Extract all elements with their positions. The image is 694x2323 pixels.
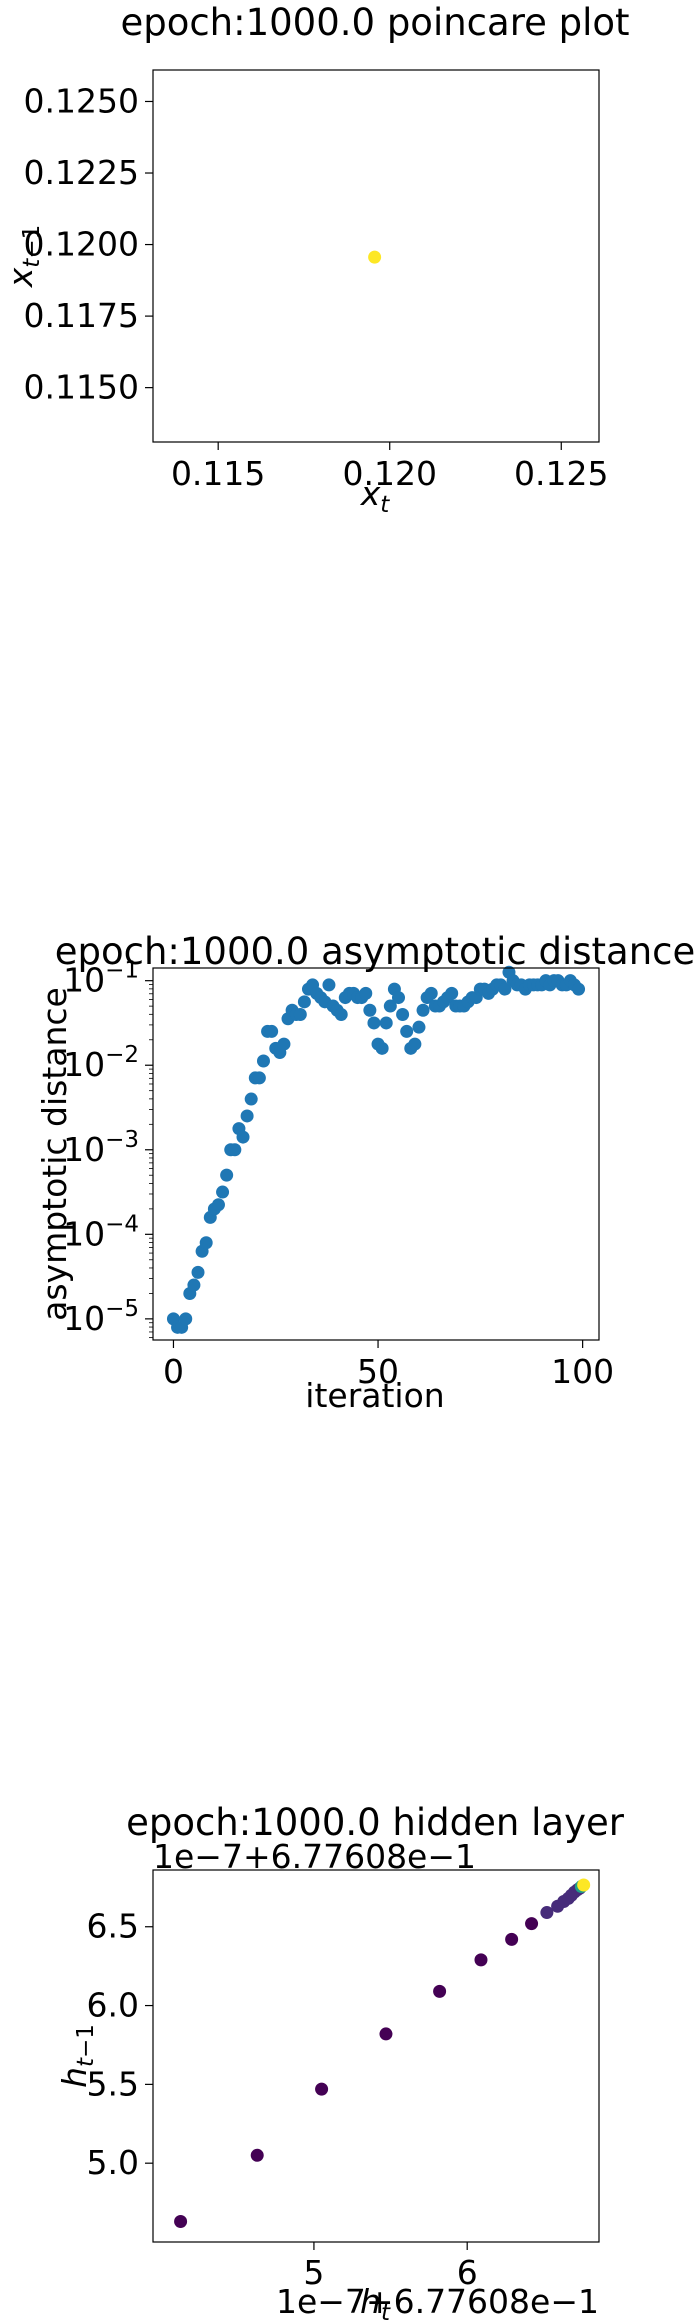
data-point (383, 999, 397, 1013)
asymptotic-distance-chart: epoch:1000.0 asymptotic distance 0 50 100 … (35, 930, 694, 1415)
data-point (315, 2082, 329, 2096)
y-tick-label: 0.1175 (24, 296, 139, 335)
x-tick-label: 5 (303, 2253, 324, 2292)
y-tick-label: 0.1225 (24, 153, 139, 192)
y-tick-label: 6.5 (87, 1907, 139, 1946)
x-axis-label: xt (360, 474, 391, 518)
data-point (359, 986, 373, 1000)
x-offset-label: 1e−7+6.77608e−1 (276, 2282, 599, 2321)
data-point (367, 1016, 381, 1030)
data-point (297, 995, 311, 1009)
data-point (540, 1906, 554, 1920)
data-point (252, 1071, 266, 1085)
data-point (433, 1984, 447, 1998)
x-tick-label: 0.125 (514, 454, 608, 493)
data-point (525, 1917, 539, 1931)
data-point (191, 1265, 205, 1279)
data-point (375, 1041, 389, 1055)
y-axis-label: xt−1 (1, 225, 45, 288)
x-tick-label: 0 (163, 1352, 184, 1391)
data-point (379, 2027, 393, 2041)
data-point (250, 2148, 264, 2162)
x-tick-label: 0.120 (342, 454, 436, 493)
data-point (236, 1130, 250, 1144)
data-point (577, 1878, 591, 1892)
chart-title: epoch:1000.0 poincare plot (120, 1, 629, 44)
chart-title: epoch:1000.0 hidden layer (126, 1801, 625, 1844)
y-tick-label: 6.0 (87, 1986, 139, 2025)
data-point (293, 1008, 307, 1021)
y-tick-label: 10−1 (63, 958, 139, 1000)
x-tick-label: 0.115 (171, 454, 265, 493)
data-point (505, 1932, 519, 1946)
data-point (412, 1020, 426, 1034)
data-point (363, 1003, 377, 1017)
data-point (228, 1143, 242, 1157)
data-point (322, 978, 336, 992)
x-axis-label: iteration (305, 1376, 444, 1415)
data-point (244, 1092, 258, 1106)
data-point (368, 250, 382, 264)
data-point (396, 1008, 410, 1021)
plot-frame (152, 69, 600, 443)
data-point (174, 2215, 188, 2229)
y-tick-label: 0.1150 (24, 368, 139, 407)
plot-frame (152, 1869, 600, 2243)
poincare-chart: epoch:1000.0 poincare plot 0.115 0.120 0.1… (1, 1, 630, 518)
data-point (408, 1037, 422, 1051)
data-point (256, 1054, 270, 1068)
data-point (277, 1037, 291, 1051)
data-point (334, 1008, 348, 1021)
data-point (445, 986, 459, 1000)
data-point (379, 1016, 393, 1030)
x-tick-label: 100 (551, 1352, 614, 1391)
y-tick-label: 10−2 (63, 1042, 139, 1084)
y-tick-label: 5.5 (87, 2064, 139, 2103)
data-point (199, 1236, 213, 1250)
y-axis-label: ht−1 (55, 2024, 99, 2088)
data-point (474, 1953, 488, 1967)
data-point (416, 1003, 430, 1017)
data-point (572, 982, 586, 996)
data-point (400, 1024, 414, 1038)
data-point (187, 1278, 201, 1292)
data-point (211, 1198, 225, 1212)
chart-title: epoch:1000.0 asymptotic distance (55, 930, 694, 973)
x-axis-label: ht (360, 2282, 391, 2323)
data-point (240, 1109, 254, 1123)
y-axis-label: asymptotic distance (35, 987, 74, 1321)
data-point (216, 1185, 230, 1199)
y-tick-label: 10−5 (63, 1296, 139, 1338)
x-tick-label: 50 (357, 1352, 399, 1391)
y-tick-label: 10−3 (63, 1127, 139, 1169)
y-tick-label: 0.1200 (24, 225, 139, 264)
y-tick-label: 0.1250 (24, 81, 139, 120)
data-point (498, 982, 512, 996)
x-tick-label: 6 (457, 2253, 478, 2292)
data-point (392, 991, 406, 1005)
y-tick-label: 10−4 (63, 1211, 139, 1253)
data-point (265, 1024, 279, 1038)
y-tick-label: 5.0 (87, 2143, 139, 2182)
hidden-layer-chart: epoch:1000.0 hidden layer 1e−7+6.77608e−… (55, 1801, 625, 2323)
data-point (424, 986, 438, 1000)
data-point (220, 1168, 234, 1182)
data-point (179, 1312, 193, 1326)
